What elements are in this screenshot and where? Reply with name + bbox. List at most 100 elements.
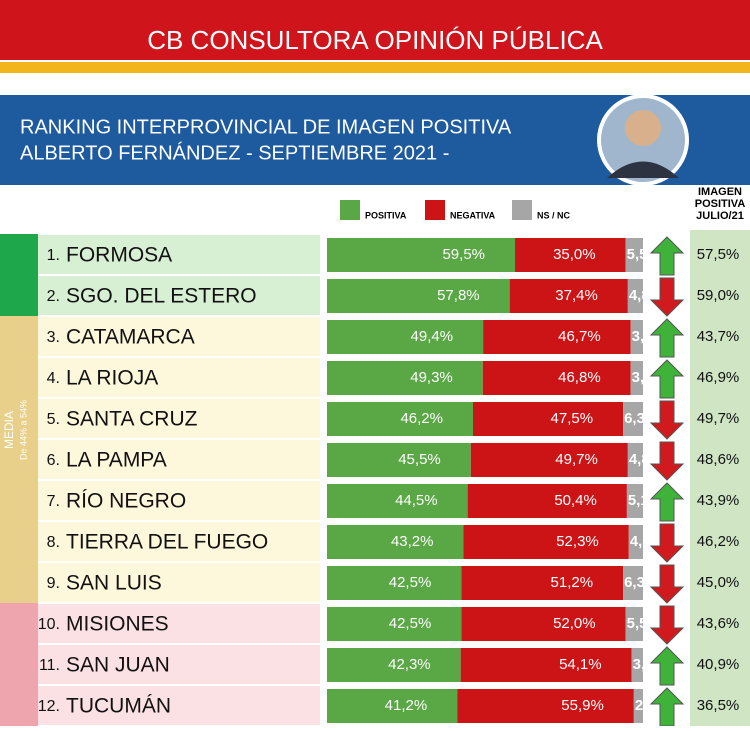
value-label: 37,4% (555, 287, 598, 304)
arrow-down (649, 441, 685, 481)
arrow-down (649, 564, 685, 604)
band-strip (0, 480, 38, 521)
province: TIERRA DEL FUEGO (66, 531, 268, 554)
julio-value: 46,2% (697, 533, 740, 550)
bar-segment (461, 607, 626, 641)
value-label: 52,3% (556, 533, 599, 550)
province: MISIONES (66, 613, 169, 636)
bar-segment (327, 648, 461, 682)
value-label: 49,3% (410, 369, 453, 386)
value-label: 4,8 (629, 287, 650, 304)
legend-label: NS / NC (537, 210, 571, 220)
band-strip (0, 398, 38, 439)
bar-segment (482, 361, 631, 395)
legend-swatch (340, 200, 360, 220)
julio-value: 43,7% (697, 328, 740, 345)
row-bg (38, 686, 320, 725)
province: LA PAMPA (66, 449, 167, 472)
value-label: 59,5% (442, 246, 485, 263)
julio-value: 46,9% (697, 369, 740, 386)
value-label: 46,7% (558, 328, 601, 345)
value-label: 46,8% (558, 369, 601, 386)
legend-label: POSITIVA (365, 210, 407, 220)
julio-value: 57,5% (697, 246, 740, 263)
rank: 12. (38, 698, 60, 715)
value-label: 55,9% (561, 697, 604, 714)
arrow-up (649, 359, 685, 399)
value-label: 57,8% (437, 287, 480, 304)
julio-value: 43,6% (697, 615, 740, 632)
arrow-down (649, 400, 685, 440)
bar-segment (467, 484, 627, 518)
value-label: 6,3 (624, 574, 645, 591)
bar-segment (631, 648, 643, 682)
bar-segment (460, 648, 632, 682)
bar-segment (472, 402, 624, 436)
value-label: 51,2% (551, 574, 594, 591)
bar-segment (630, 361, 643, 395)
band-label: De 44% a 54% (18, 400, 28, 460)
value-label: 35,0% (553, 246, 596, 263)
value-label: 50,4% (554, 492, 597, 509)
bar-segment (327, 689, 458, 723)
bar-segment (327, 566, 462, 600)
value-label: 41,2% (385, 697, 428, 714)
arrow-up (649, 687, 685, 727)
value-label: 5,5 (627, 246, 648, 263)
legend-label: NEGATIVA (450, 210, 496, 220)
bar-segment (509, 279, 628, 313)
row-bg (38, 481, 320, 520)
rank: 7. (47, 493, 60, 510)
band-strip (0, 685, 38, 726)
value-label: 5,5 (627, 615, 648, 632)
bar-segment (457, 689, 634, 723)
province: RÍO NEGRO (66, 490, 186, 513)
bar-segment (327, 279, 510, 313)
arrow-up (649, 482, 685, 522)
value-label: 4,8 (629, 451, 650, 468)
band-strip (0, 275, 38, 316)
julio-value: 59,0% (697, 287, 740, 304)
julio-column (690, 230, 750, 726)
rank: 1. (47, 247, 60, 264)
row-bg (38, 399, 320, 438)
julio-title: POSITIVA (695, 198, 746, 210)
bar-segment (470, 443, 628, 477)
julio-title: JULIO/21 (696, 210, 744, 222)
arrow-up (649, 318, 685, 358)
value-label: 45,5% (398, 451, 441, 468)
value-label: 2,9 (635, 697, 656, 714)
row-bg (38, 317, 320, 356)
value-label: 42,5% (389, 615, 432, 632)
province: SANTA CRUZ (66, 408, 198, 431)
bar-segment (327, 320, 484, 354)
julio-value: 45,0% (697, 574, 740, 591)
arrow-up (649, 236, 685, 276)
julio-value: 49,7% (697, 410, 740, 427)
row-bg (38, 645, 320, 684)
province: LA RIOJA (66, 367, 158, 390)
julio-value: 48,6% (697, 451, 740, 468)
value-label: 46,2% (400, 410, 443, 427)
band-strip (0, 234, 38, 275)
bar-segment (327, 361, 483, 395)
band-strip (0, 603, 38, 644)
band-strip (0, 357, 38, 398)
province: CATAMARCA (66, 326, 195, 349)
bar-segment (623, 402, 643, 436)
bar-segment (327, 443, 471, 477)
bar-segment (625, 607, 643, 641)
row-bg (38, 563, 320, 602)
bar-segment (630, 320, 643, 354)
arrow-down (649, 605, 685, 645)
bar-segment (327, 402, 473, 436)
band-strip (0, 644, 38, 685)
value-label: 49,7% (555, 451, 598, 468)
rank: 9. (47, 575, 60, 592)
subtitle: RANKING INTERPROVINCIAL DE IMAGEN POSITI… (20, 116, 512, 138)
province: FORMOSA (66, 244, 172, 267)
band-strip (0, 439, 38, 480)
province: SAN JUAN (66, 654, 170, 677)
rank: 5. (47, 411, 60, 428)
bar-segment (626, 484, 643, 518)
